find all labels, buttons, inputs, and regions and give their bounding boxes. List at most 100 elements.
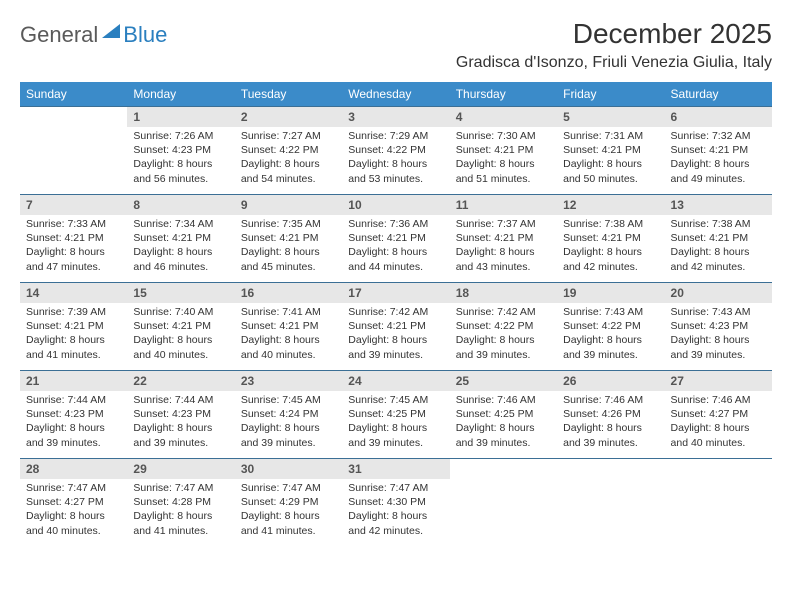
day-body: Sunrise: 7:46 AMSunset: 4:27 PMDaylight:…	[665, 391, 772, 454]
sunset-line: Sunset: 4:22 PM	[241, 143, 336, 157]
sunrise-line: Sunrise: 7:44 AM	[133, 393, 228, 407]
sunset-line: Sunset: 4:21 PM	[456, 231, 551, 245]
logo-triangle-icon	[102, 24, 120, 38]
calendar-week-row: 1Sunrise: 7:26 AMSunset: 4:23 PMDaylight…	[20, 107, 772, 195]
daylight-line: Daylight: 8 hours and 41 minutes.	[133, 509, 228, 537]
daylight-line: Daylight: 8 hours and 39 minutes.	[563, 421, 658, 449]
calendar-cell: 31Sunrise: 7:47 AMSunset: 4:30 PMDayligh…	[342, 459, 449, 547]
calendar-cell: 4Sunrise: 7:30 AMSunset: 4:21 PMDaylight…	[450, 107, 557, 195]
day-number: 6	[665, 107, 772, 127]
daylight-line: Daylight: 8 hours and 39 minutes.	[241, 421, 336, 449]
daylight-line: Daylight: 8 hours and 40 minutes.	[671, 421, 766, 449]
day-body: Sunrise: 7:47 AMSunset: 4:30 PMDaylight:…	[342, 479, 449, 542]
daylight-line: Daylight: 8 hours and 42 minutes.	[348, 509, 443, 537]
sunset-line: Sunset: 4:21 PM	[241, 231, 336, 245]
day-body: Sunrise: 7:42 AMSunset: 4:22 PMDaylight:…	[450, 303, 557, 366]
sunrise-line: Sunrise: 7:47 AM	[241, 481, 336, 495]
day-body: Sunrise: 7:38 AMSunset: 4:21 PMDaylight:…	[557, 215, 664, 278]
day-number: 14	[20, 283, 127, 303]
page-title: December 2025	[456, 18, 772, 50]
sunset-line: Sunset: 4:21 PM	[26, 319, 121, 333]
day-number: 23	[235, 371, 342, 391]
day-number: 8	[127, 195, 234, 215]
daylight-line: Daylight: 8 hours and 53 minutes.	[348, 157, 443, 185]
calendar-cell: 21Sunrise: 7:44 AMSunset: 4:23 PMDayligh…	[20, 371, 127, 459]
sunrise-line: Sunrise: 7:30 AM	[456, 129, 551, 143]
calendar-cell: 1Sunrise: 7:26 AMSunset: 4:23 PMDaylight…	[127, 107, 234, 195]
day-body: Sunrise: 7:43 AMSunset: 4:23 PMDaylight:…	[665, 303, 772, 366]
daylight-line: Daylight: 8 hours and 45 minutes.	[241, 245, 336, 273]
day-body: Sunrise: 7:38 AMSunset: 4:21 PMDaylight:…	[665, 215, 772, 278]
calendar-week-row: 14Sunrise: 7:39 AMSunset: 4:21 PMDayligh…	[20, 283, 772, 371]
calendar-cell	[557, 459, 664, 547]
day-number: 3	[342, 107, 449, 127]
daylight-line: Daylight: 8 hours and 39 minutes.	[456, 421, 551, 449]
sunrise-line: Sunrise: 7:47 AM	[348, 481, 443, 495]
calendar-cell: 5Sunrise: 7:31 AMSunset: 4:21 PMDaylight…	[557, 107, 664, 195]
day-number: 21	[20, 371, 127, 391]
calendar-cell: 10Sunrise: 7:36 AMSunset: 4:21 PMDayligh…	[342, 195, 449, 283]
calendar-cell: 13Sunrise: 7:38 AMSunset: 4:21 PMDayligh…	[665, 195, 772, 283]
calendar-cell: 20Sunrise: 7:43 AMSunset: 4:23 PMDayligh…	[665, 283, 772, 371]
sunrise-line: Sunrise: 7:33 AM	[26, 217, 121, 231]
daylight-line: Daylight: 8 hours and 39 minutes.	[563, 333, 658, 361]
calendar-cell: 15Sunrise: 7:40 AMSunset: 4:21 PMDayligh…	[127, 283, 234, 371]
calendar-cell: 2Sunrise: 7:27 AMSunset: 4:22 PMDaylight…	[235, 107, 342, 195]
daylight-line: Daylight: 8 hours and 40 minutes.	[133, 333, 228, 361]
day-number: 15	[127, 283, 234, 303]
sunrise-line: Sunrise: 7:38 AM	[563, 217, 658, 231]
calendar-cell	[20, 107, 127, 195]
calendar-week-row: 28Sunrise: 7:47 AMSunset: 4:27 PMDayligh…	[20, 459, 772, 547]
logo-text-blue: Blue	[123, 22, 167, 48]
calendar-cell: 29Sunrise: 7:47 AMSunset: 4:28 PMDayligh…	[127, 459, 234, 547]
calendar-cell	[665, 459, 772, 547]
sunrise-line: Sunrise: 7:32 AM	[671, 129, 766, 143]
day-number: 5	[557, 107, 664, 127]
sunrise-line: Sunrise: 7:42 AM	[456, 305, 551, 319]
day-number: 4	[450, 107, 557, 127]
day-header: Tuesday	[235, 82, 342, 107]
day-number: 1	[127, 107, 234, 127]
daylight-line: Daylight: 8 hours and 54 minutes.	[241, 157, 336, 185]
day-body: Sunrise: 7:33 AMSunset: 4:21 PMDaylight:…	[20, 215, 127, 278]
daylight-line: Daylight: 8 hours and 44 minutes.	[348, 245, 443, 273]
calendar-cell: 14Sunrise: 7:39 AMSunset: 4:21 PMDayligh…	[20, 283, 127, 371]
day-body: Sunrise: 7:43 AMSunset: 4:22 PMDaylight:…	[557, 303, 664, 366]
day-body: Sunrise: 7:30 AMSunset: 4:21 PMDaylight:…	[450, 127, 557, 190]
daylight-line: Daylight: 8 hours and 39 minutes.	[26, 421, 121, 449]
header: General Blue December 2025 Gradisca d'Is…	[20, 18, 772, 72]
sunrise-line: Sunrise: 7:37 AM	[456, 217, 551, 231]
day-body: Sunrise: 7:47 AMSunset: 4:27 PMDaylight:…	[20, 479, 127, 542]
sunrise-line: Sunrise: 7:45 AM	[348, 393, 443, 407]
calendar-cell: 3Sunrise: 7:29 AMSunset: 4:22 PMDaylight…	[342, 107, 449, 195]
sunrise-line: Sunrise: 7:46 AM	[456, 393, 551, 407]
daylight-line: Daylight: 8 hours and 40 minutes.	[26, 509, 121, 537]
sunset-line: Sunset: 4:30 PM	[348, 495, 443, 509]
day-number: 10	[342, 195, 449, 215]
sunset-line: Sunset: 4:27 PM	[671, 407, 766, 421]
day-body: Sunrise: 7:37 AMSunset: 4:21 PMDaylight:…	[450, 215, 557, 278]
title-block: December 2025 Gradisca d'Isonzo, Friuli …	[456, 18, 772, 72]
day-body: Sunrise: 7:29 AMSunset: 4:22 PMDaylight:…	[342, 127, 449, 190]
calendar-cell: 24Sunrise: 7:45 AMSunset: 4:25 PMDayligh…	[342, 371, 449, 459]
day-number: 17	[342, 283, 449, 303]
calendar-cell: 22Sunrise: 7:44 AMSunset: 4:23 PMDayligh…	[127, 371, 234, 459]
sunrise-line: Sunrise: 7:34 AM	[133, 217, 228, 231]
sunset-line: Sunset: 4:22 PM	[348, 143, 443, 157]
day-header: Sunday	[20, 82, 127, 107]
day-number	[450, 459, 557, 479]
day-body: Sunrise: 7:27 AMSunset: 4:22 PMDaylight:…	[235, 127, 342, 190]
day-number: 25	[450, 371, 557, 391]
calendar-cell: 11Sunrise: 7:37 AMSunset: 4:21 PMDayligh…	[450, 195, 557, 283]
sunset-line: Sunset: 4:28 PM	[133, 495, 228, 509]
sunset-line: Sunset: 4:22 PM	[456, 319, 551, 333]
sunrise-line: Sunrise: 7:27 AM	[241, 129, 336, 143]
sunset-line: Sunset: 4:21 PM	[348, 319, 443, 333]
day-number: 29	[127, 459, 234, 479]
day-number: 26	[557, 371, 664, 391]
day-number: 31	[342, 459, 449, 479]
sunrise-line: Sunrise: 7:43 AM	[671, 305, 766, 319]
day-body: Sunrise: 7:44 AMSunset: 4:23 PMDaylight:…	[127, 391, 234, 454]
day-header: Saturday	[665, 82, 772, 107]
day-header: Wednesday	[342, 82, 449, 107]
